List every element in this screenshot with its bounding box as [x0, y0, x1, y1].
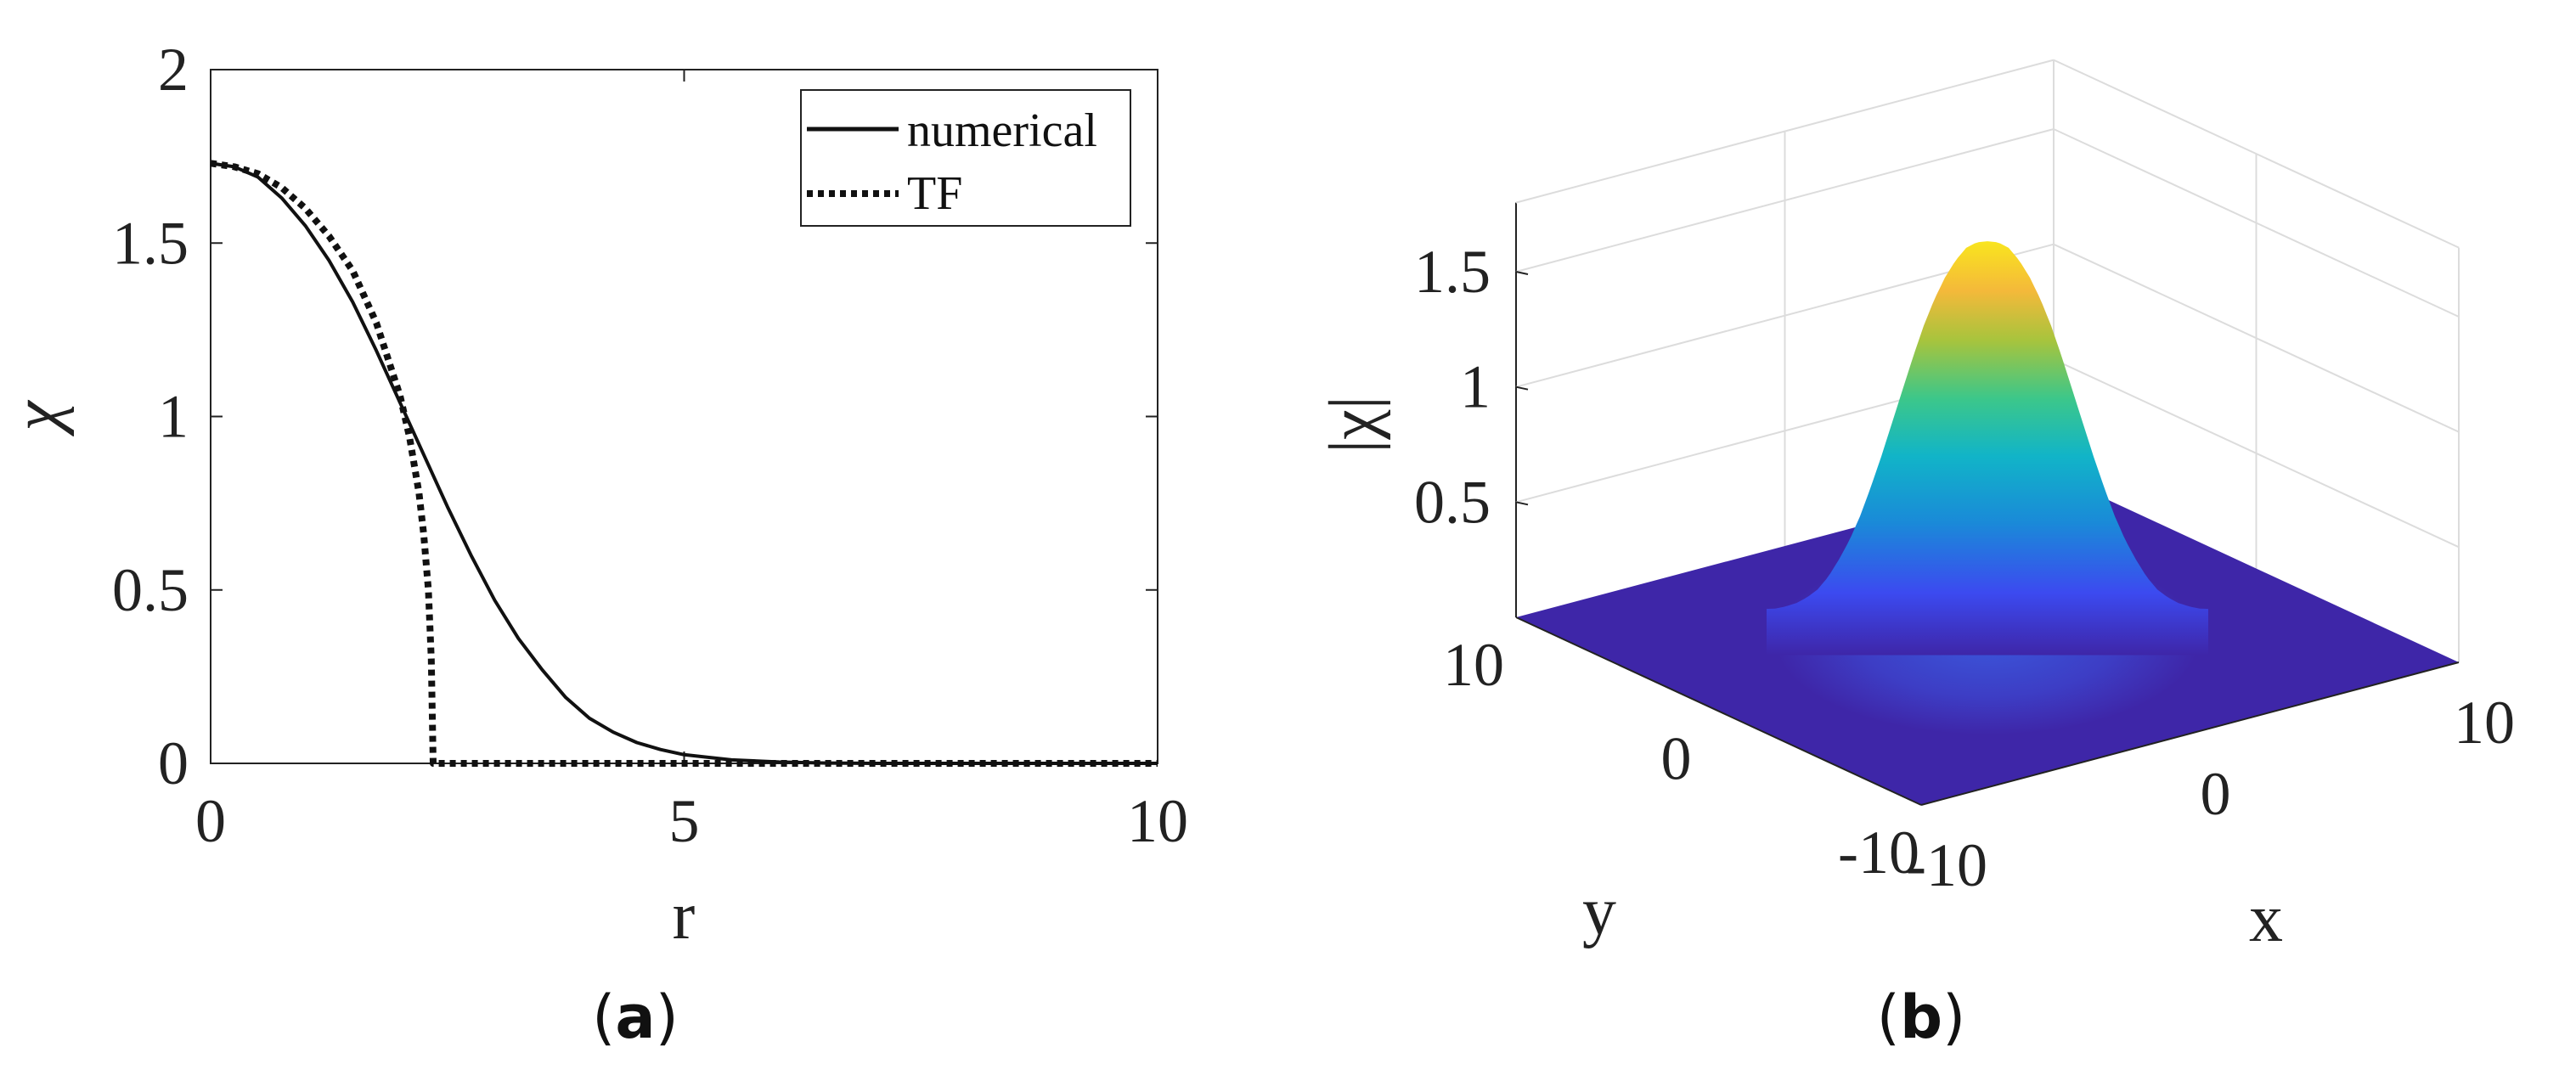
y-tick-label: 0.5 [112, 556, 189, 624]
z-tick-label: 1 [1460, 353, 1491, 421]
grid-line [1515, 243, 2460, 433]
x-tick-label: 10 [1127, 787, 1188, 855]
y-tick-label: 2 [158, 36, 189, 104]
y-tick-label: 1 [158, 383, 189, 451]
z-tick-label: 0.5 [1414, 468, 1491, 536]
legend-label-tf: TF [907, 167, 962, 220]
z-tick-mark [1515, 501, 1529, 506]
line-chart-panel-a: 0 5 10 0 0.5 1 1.5 2 r χ numerical TF (a) [0, 36, 1188, 1052]
panel-label-b: (b) [1877, 982, 1966, 1052]
z-tick-mark [1515, 271, 1529, 275]
y-tick-label: 0 [158, 729, 189, 797]
z-axis-label-b: |χ| [1316, 396, 1391, 453]
series-line-tf [210, 160, 1158, 767]
surface-peak-shape [1767, 241, 2208, 656]
surface-peak [1767, 241, 2208, 656]
tick-labels-a: 0 5 10 0 0.5 1 1.5 2 [112, 36, 1188, 855]
x-tick-label: 5 [669, 787, 700, 855]
x-tick-label: 0 [2201, 760, 2231, 828]
x-axis-label-b: x [2249, 881, 2283, 956]
x-axis-label-a: r [673, 879, 696, 954]
legend-box [800, 89, 1131, 227]
surface-chart-panel-b: 0.5 1 1.5 -10 0 10 -10 0 10 |χ| y x (b) [1316, 59, 2515, 1052]
x-tick-label: -10 [1906, 831, 1987, 899]
x-axis-line [1920, 661, 2460, 806]
y-axis-line [1515, 616, 1922, 806]
series-line-numerical [210, 161, 1158, 765]
grid-line [1515, 127, 2460, 318]
x-tick-label: 10 [2454, 689, 2515, 757]
tick-marks-a [210, 69, 1158, 764]
legend-label-numerical: numerical [907, 104, 1097, 157]
series-group-a [210, 160, 1158, 767]
legend-a: numerical TF [800, 89, 1131, 227]
y-tick-label: 10 [1443, 631, 1504, 699]
y-axis-label-a: χ [0, 400, 75, 437]
panel-label-a: (a) [592, 982, 679, 1052]
y-tick-label: 0 [1661, 725, 1692, 793]
z-tick-mark [1515, 386, 1529, 391]
y-tick-label: 1.5 [112, 209, 189, 277]
y-axis-label-b: y [1582, 875, 1616, 949]
z-tick-label: 1.5 [1414, 238, 1491, 306]
tick-labels-b: 0.5 1 1.5 -10 0 10 -10 0 10 [1414, 238, 2515, 899]
y-tick-label: -10 [1838, 819, 1919, 886]
x-tick-label: 0 [195, 787, 226, 855]
